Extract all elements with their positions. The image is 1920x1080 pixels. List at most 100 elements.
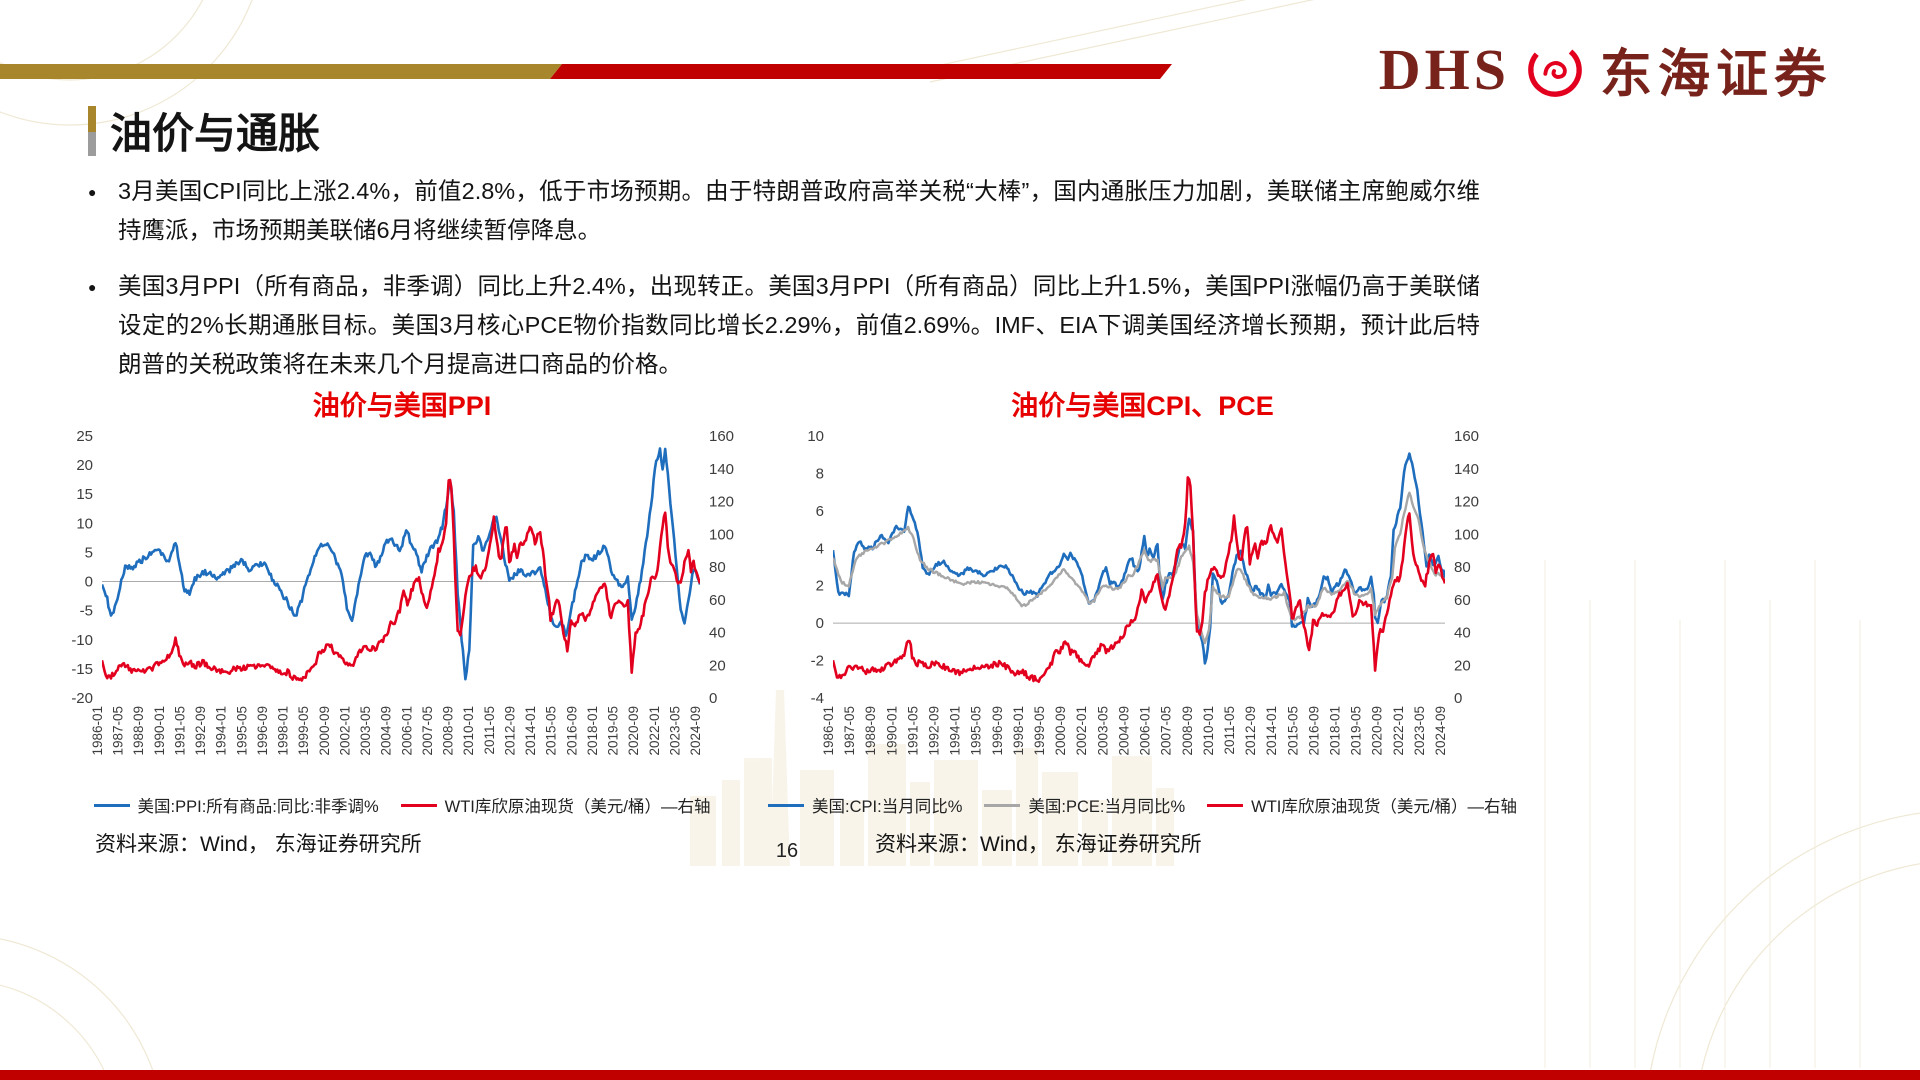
company-logo: DHS 东海证券: [1379, 32, 1832, 107]
svg-text:-4: -4: [811, 690, 824, 707]
svg-text:-2: -2: [811, 653, 824, 670]
svg-text:1990-01: 1990-01: [884, 706, 899, 756]
svg-text:1995-05: 1995-05: [234, 706, 249, 756]
legend-swatch: [984, 803, 1021, 807]
svg-text:20: 20: [709, 657, 726, 674]
svg-text:120: 120: [709, 494, 734, 511]
svg-text:2006-01: 2006-01: [399, 706, 414, 756]
oil-ppi-chart: 25 20 15 10 5 0 -5 -10 -15 -20 160 140 120 100 80 60 40 2…: [71, 428, 734, 756]
dhs-logo-text: DHS: [1378, 37, 1510, 102]
svg-text:2014-01: 2014-01: [523, 706, 538, 756]
svg-text:1999-05: 1999-05: [1032, 706, 1047, 756]
bullet-list: 3月美国CPI同比上涨2.4%，前值2.8%，低于市场预期。由于特朗普政府高举关…: [88, 172, 1480, 401]
svg-text:1996-09: 1996-09: [990, 706, 1005, 756]
svg-text:2020-09: 2020-09: [1370, 706, 1385, 756]
svg-text:2007-05: 2007-05: [420, 706, 435, 756]
svg-text:2006-01: 2006-01: [1138, 706, 1153, 756]
dhs-dragon-logo-icon: [1528, 42, 1582, 97]
svg-text:0: 0: [85, 574, 93, 591]
svg-text:2024-09: 2024-09: [1433, 706, 1448, 756]
bullet-item: 3月美国CPI同比上涨2.4%，前值2.8%，低于市场预期。由于特朗普政府高举关…: [88, 172, 1480, 250]
svg-text:1986-01: 1986-01: [821, 706, 836, 756]
svg-text:2019-05: 2019-05: [606, 706, 621, 756]
svg-text:1998-01: 1998-01: [276, 706, 291, 756]
svg-text:10: 10: [76, 515, 93, 532]
legend-label: 美国:CPI:当月同比%: [812, 798, 963, 816]
svg-text:2012-09: 2012-09: [502, 706, 517, 756]
legend-label: WTI库欣原油现货（美元/桶）—右轴: [444, 798, 711, 816]
svg-text:5: 5: [85, 544, 93, 561]
svg-text:2002-01: 2002-01: [337, 706, 352, 756]
svg-text:2014-01: 2014-01: [1264, 706, 1279, 756]
svg-text:2024-09: 2024-09: [688, 706, 703, 756]
chart-legend: 美国:CPI:当月同比% 美国:PCE:当月同比% WTI库欣原油现货（美元/桶）—…: [768, 792, 1517, 818]
legend-swatch: [1207, 803, 1244, 807]
svg-text:140: 140: [1454, 461, 1479, 478]
svg-text:2010-01: 2010-01: [461, 706, 476, 756]
svg-text:1998-01: 1998-01: [1011, 706, 1026, 756]
svg-text:160: 160: [1454, 428, 1479, 445]
svg-text:1999-05: 1999-05: [296, 706, 311, 756]
svg-text:15: 15: [76, 486, 93, 503]
svg-text:-5: -5: [80, 603, 93, 620]
svg-text:1992-09: 1992-09: [193, 706, 208, 756]
svg-text:20: 20: [1454, 657, 1471, 674]
svg-text:1994-01: 1994-01: [948, 706, 963, 756]
svg-text:1988-09: 1988-09: [863, 706, 878, 756]
svg-text:2015-05: 2015-05: [544, 706, 559, 756]
svg-text:4: 4: [816, 540, 824, 557]
svg-text:60: 60: [1454, 592, 1471, 609]
svg-text:2011-05: 2011-05: [1222, 706, 1237, 755]
svg-text:2000-09: 2000-09: [317, 706, 332, 756]
svg-text:2007-05: 2007-05: [1159, 706, 1174, 756]
svg-text:2: 2: [816, 578, 824, 595]
legend-swatch: [400, 803, 437, 807]
svg-text:1986-01: 1986-01: [90, 706, 105, 756]
svg-text:2011-05: 2011-05: [482, 706, 497, 755]
page-title: 油价与通胀: [110, 110, 321, 157]
source-note: 资料来源：Wind， 东海证券研究所: [875, 833, 1202, 856]
svg-text:-15: -15: [71, 661, 93, 678]
svg-text:40: 40: [1454, 625, 1471, 642]
legend-item: 美国:PCE:当月同比%: [984, 793, 1185, 817]
svg-text:40: 40: [709, 625, 726, 642]
company-name-cn: 东海证券: [1599, 46, 1832, 104]
legend-label: 美国:PPI:所有商品:同比:非季调%: [137, 798, 379, 816]
svg-text:2022-01: 2022-01: [1391, 706, 1406, 756]
svg-text:2020-09: 2020-09: [626, 706, 641, 756]
svg-text:2003-05: 2003-05: [1095, 706, 1110, 756]
svg-text:10: 10: [807, 428, 824, 445]
svg-text:2018-01: 2018-01: [1327, 706, 1342, 756]
svg-text:100: 100: [1454, 526, 1479, 543]
svg-text:2023-05: 2023-05: [667, 706, 682, 756]
svg-text:0: 0: [1454, 690, 1462, 707]
source-note: 资料来源：Wind， 东海证券研究所: [95, 833, 422, 856]
svg-text:140: 140: [709, 461, 734, 478]
svg-text:120: 120: [1454, 494, 1479, 511]
svg-text:2000-09: 2000-09: [1053, 706, 1068, 756]
svg-text:80: 80: [1454, 559, 1471, 576]
chart-figure-oil-cpi-pce: 油价与美国CPI、PCE 10 8 6 4 2 0 -2 -4 160 140 120 100 80 60…: [768, 384, 1517, 858]
svg-text:1995-05: 1995-05: [969, 706, 984, 756]
legend-swatch: [768, 803, 805, 807]
svg-text:100: 100: [709, 526, 734, 543]
svg-text:25: 25: [76, 428, 93, 445]
chart-title: 油价与美国CPI、PCE: [1011, 391, 1274, 421]
svg-text:2002-01: 2002-01: [1074, 706, 1089, 756]
bottom-bar: [0, 1070, 1920, 1080]
svg-text:1987-05: 1987-05: [842, 706, 857, 756]
svg-text:80: 80: [709, 559, 726, 576]
svg-text:2016-09: 2016-09: [564, 706, 579, 756]
svg-text:2019-05: 2019-05: [1349, 706, 1364, 756]
svg-text:2008-09: 2008-09: [1180, 706, 1195, 756]
svg-text:2016-09: 2016-09: [1306, 706, 1321, 756]
svg-text:2004-09: 2004-09: [1116, 706, 1131, 756]
svg-text:1996-09: 1996-09: [255, 706, 270, 756]
svg-text:2003-05: 2003-05: [358, 706, 373, 756]
legend-label: 美国:PCE:当月同比%: [1028, 798, 1186, 816]
svg-text:1992-09: 1992-09: [927, 706, 942, 756]
svg-text:2010-01: 2010-01: [1201, 706, 1216, 756]
svg-text:2004-09: 2004-09: [379, 706, 394, 756]
svg-text:1991-05: 1991-05: [172, 706, 187, 756]
